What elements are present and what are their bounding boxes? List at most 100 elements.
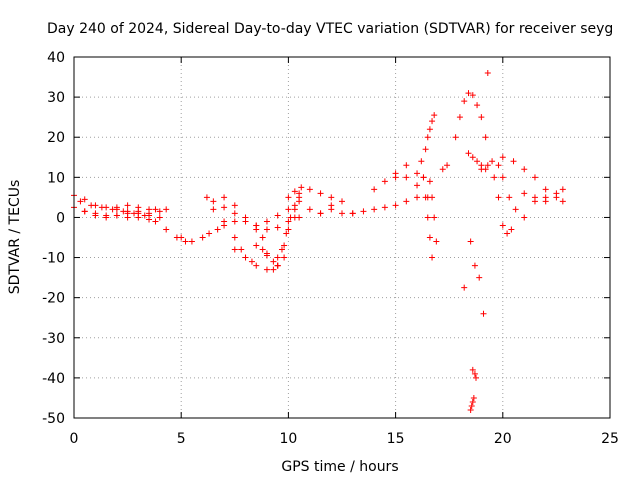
data-point (81, 208, 88, 215)
data-point (270, 266, 277, 273)
data-point (210, 206, 217, 213)
y-tick-label: -50 (42, 411, 65, 427)
series-track-31 (461, 70, 491, 291)
data-point (98, 204, 105, 211)
data-point (506, 194, 513, 201)
data-point (253, 242, 260, 249)
data-point (471, 370, 478, 377)
data-point (484, 70, 491, 77)
data-point (470, 394, 477, 401)
data-point (484, 162, 491, 169)
data-point (81, 196, 88, 203)
x-axis-label: GPS time / hours (281, 459, 398, 475)
series-track-18 (317, 206, 356, 217)
data-point (431, 214, 438, 221)
data-point (510, 158, 517, 165)
data-point (559, 186, 566, 193)
series-track-25 (439, 162, 451, 173)
data-point (317, 190, 324, 197)
data-point (146, 206, 153, 213)
data-point (156, 208, 163, 215)
series-track-12 (270, 194, 303, 273)
data-point (508, 226, 515, 233)
data-point (456, 114, 463, 121)
data-point (403, 198, 410, 205)
data-point (274, 224, 281, 231)
data-point (424, 214, 431, 221)
series-track-30 (467, 238, 487, 317)
data-point (231, 218, 238, 225)
data-point (482, 134, 489, 141)
plot-frame (73, 56, 611, 419)
data-point (253, 222, 260, 229)
data-point (444, 162, 451, 169)
series-track-26 (452, 90, 489, 141)
data-point (360, 208, 367, 215)
data-point (461, 284, 468, 291)
series-track-27 (465, 150, 489, 173)
y-axis-ticks: -50 -40 -30 -20 -10 0 10 20 30 40 (42, 50, 610, 427)
data-point (339, 210, 345, 217)
data-point (274, 212, 281, 219)
data-point (418, 158, 425, 165)
data-point (135, 210, 142, 217)
data-point (489, 158, 496, 165)
data-point (278, 246, 285, 253)
data-point (259, 234, 266, 241)
data-point (403, 174, 410, 181)
series-track-35 (521, 186, 566, 201)
data-point (422, 146, 429, 153)
data-points (71, 70, 566, 413)
data-point (491, 174, 498, 181)
data-point (274, 254, 281, 261)
data-point (521, 214, 528, 221)
data-point (253, 262, 260, 269)
data-point (553, 194, 560, 201)
data-point (259, 246, 266, 253)
series-track-03 (77, 198, 189, 245)
series-track-20 (371, 170, 431, 201)
data-point (188, 238, 195, 245)
data-point (287, 214, 294, 221)
data-point (263, 250, 270, 257)
data-point (499, 174, 506, 181)
data-point (433, 238, 440, 245)
series-track-17 (306, 186, 345, 205)
x-tick-label: 25 (601, 431, 619, 447)
data-point (429, 254, 436, 261)
data-point (469, 398, 476, 405)
y-axis-label: SDTVAR / TECUs (7, 180, 23, 295)
data-point (124, 210, 131, 217)
data-point (521, 190, 528, 197)
data-point (424, 134, 431, 141)
data-point (439, 166, 446, 173)
series-track-09 (221, 194, 266, 241)
data-point (467, 406, 474, 413)
data-point (306, 186, 313, 193)
series-track-33 (489, 158, 528, 221)
data-point (469, 366, 476, 373)
y-tick-label: 10 (47, 170, 65, 186)
data-point (178, 234, 185, 241)
data-point (542, 198, 549, 205)
data-point (414, 170, 421, 177)
data-point (221, 218, 228, 225)
data-point (474, 158, 481, 165)
chart-title: Day 240 of 2024, Sidereal Day-to-day VTE… (47, 21, 613, 37)
data-point (285, 206, 292, 213)
data-point (414, 182, 421, 189)
y-tick-label: -20 (42, 291, 65, 307)
data-point (206, 230, 213, 237)
data-point (480, 310, 487, 317)
series-track-06 (178, 218, 238, 245)
data-point (473, 374, 479, 381)
data-point (504, 230, 511, 237)
data-point (381, 204, 388, 211)
data-point (495, 162, 502, 169)
series-track-15 (285, 184, 305, 201)
data-point (291, 206, 298, 213)
data-point (281, 254, 288, 261)
data-point (242, 214, 249, 221)
y-tick-label: -30 (42, 331, 65, 347)
